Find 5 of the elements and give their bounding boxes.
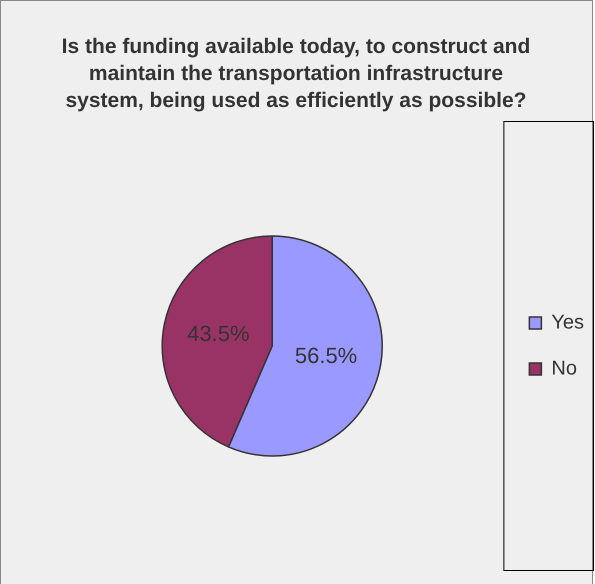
data-label: 56.5%	[294, 343, 358, 368]
legend-label: Yes	[551, 312, 584, 334]
legend-label: No	[551, 358, 577, 380]
chart-title: Is the funding available today, to construct and maintain the transportation infrastructure system, being used as efficiently as possible?	[61, 34, 531, 114]
data-label: 43.5%	[187, 320, 250, 346]
